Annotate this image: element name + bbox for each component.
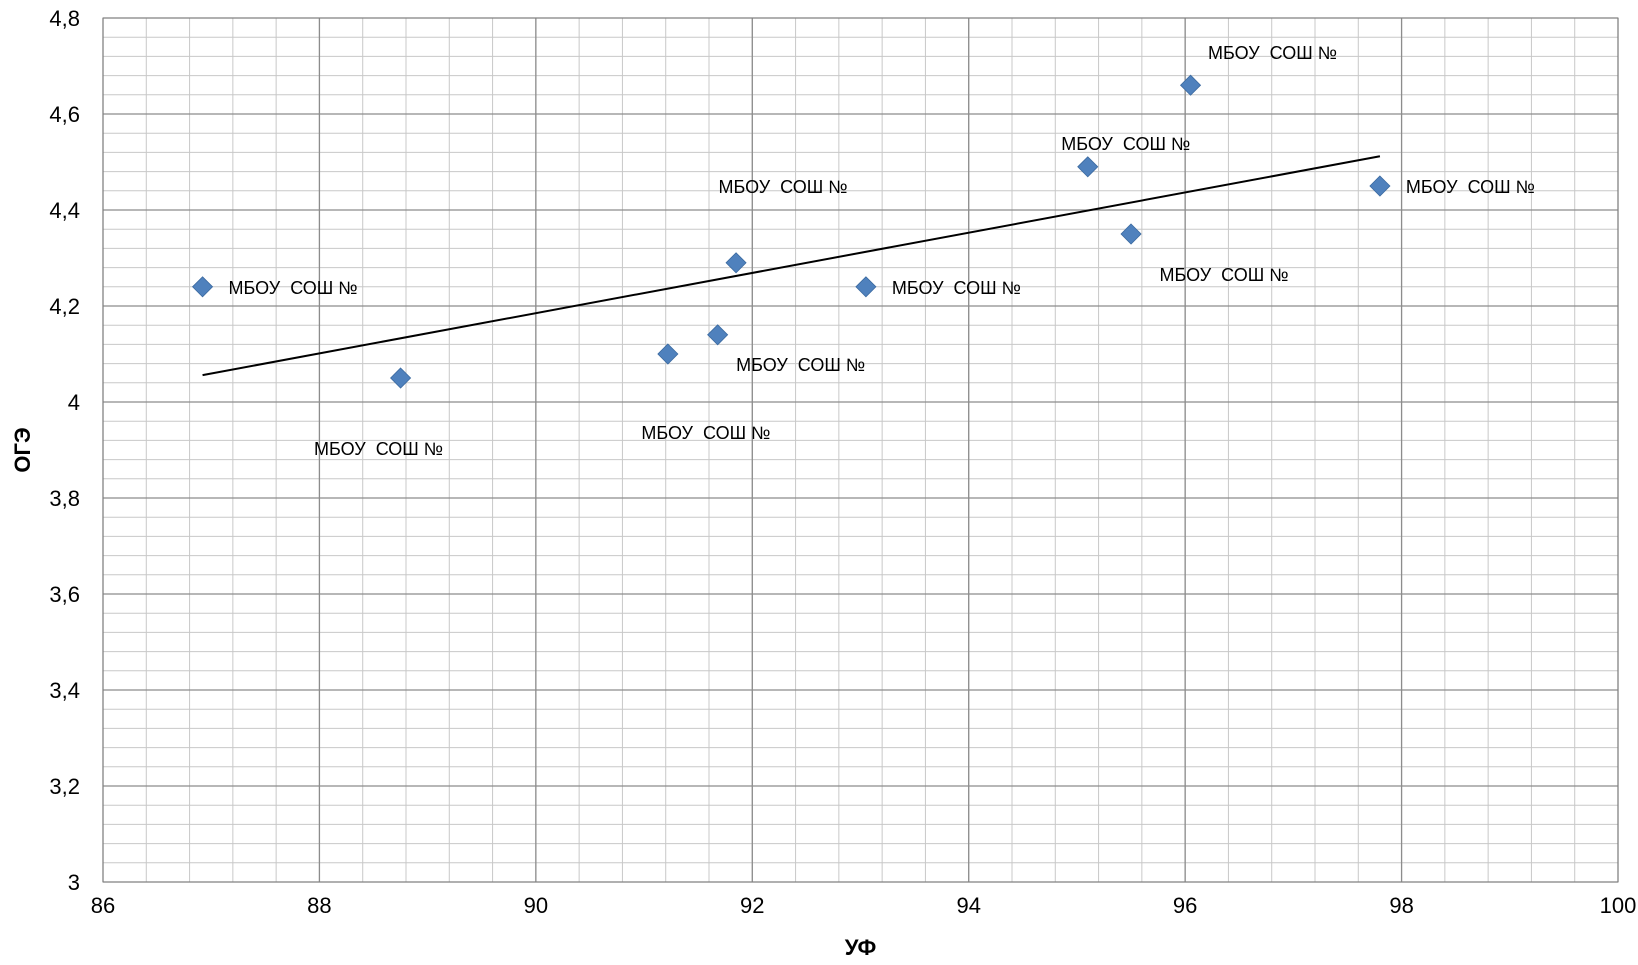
data-point xyxy=(390,367,412,389)
data-point-label: МБОУ СОШ № xyxy=(736,355,865,375)
data-point xyxy=(657,343,679,365)
y-tick-label: 3,2 xyxy=(49,774,80,799)
x-tick-label: 94 xyxy=(956,893,980,918)
data-point-label: МБОУ СОШ № xyxy=(892,278,1021,298)
data-point xyxy=(725,252,747,274)
data-point-label: МБОУ СОШ № xyxy=(1061,134,1190,154)
data-point-label: МБОУ СОШ № xyxy=(1160,265,1289,285)
data-point xyxy=(1369,175,1391,197)
y-tick-label: 3,8 xyxy=(49,486,80,511)
data-point-labels: МБОУ СОШ № МБОУ СОШ № МБОУ СОШ № МБОУ СОШ №… xyxy=(229,43,1535,459)
data-point xyxy=(1179,74,1202,96)
y-tick-label: 4,6 xyxy=(49,102,80,127)
x-tick-label: 90 xyxy=(524,893,548,918)
y-tick-label: 4,4 xyxy=(49,198,80,223)
y-tick-label: 4,2 xyxy=(49,294,80,319)
data-point-label: МБОУ СОШ № xyxy=(314,439,443,459)
x-tick-label: 86 xyxy=(91,893,115,918)
x-tick-label: 98 xyxy=(1389,893,1413,918)
x-tick-label: 100 xyxy=(1600,893,1637,918)
plot-area-frame xyxy=(102,17,1619,883)
y-tick-label: 3,4 xyxy=(49,678,80,703)
x-tick-label: 96 xyxy=(1173,893,1197,918)
data-point xyxy=(855,276,877,298)
x-axis-title: УФ xyxy=(845,935,877,960)
data-point-label: МБОУ СОШ № xyxy=(1406,177,1535,197)
data-point-label: МБОУ СОШ № xyxy=(1208,43,1337,63)
x-tick-label: 92 xyxy=(740,893,764,918)
data-points xyxy=(191,74,1391,389)
data-point-label: МБОУ СОШ № xyxy=(719,177,848,197)
data-point xyxy=(1077,156,1099,178)
y-tick-label: 4,8 xyxy=(49,6,80,31)
x-tick-label: 88 xyxy=(307,893,331,918)
y-tick-label: 3 xyxy=(68,870,80,895)
major-gridlines xyxy=(102,17,1619,883)
y-axis-tick-labels: 3 3,2 3,4 3,6 3,8 4 4,2 4,4 4,6 4,8 xyxy=(49,6,80,895)
data-point-label: МБОУ СОШ № xyxy=(641,423,770,443)
data-point xyxy=(707,324,729,346)
data-point xyxy=(1120,223,1142,245)
data-point xyxy=(191,276,214,298)
data-point-label: МБОУ СОШ № xyxy=(229,278,358,298)
y-axis-title: ОГЭ xyxy=(10,427,35,472)
y-tick-label: 3,6 xyxy=(49,582,80,607)
linear-trendline xyxy=(202,155,1381,377)
x-axis-tick-labels: 86 88 90 92 94 96 98 100 xyxy=(91,893,1637,918)
y-tick-label: 4 xyxy=(68,390,80,415)
